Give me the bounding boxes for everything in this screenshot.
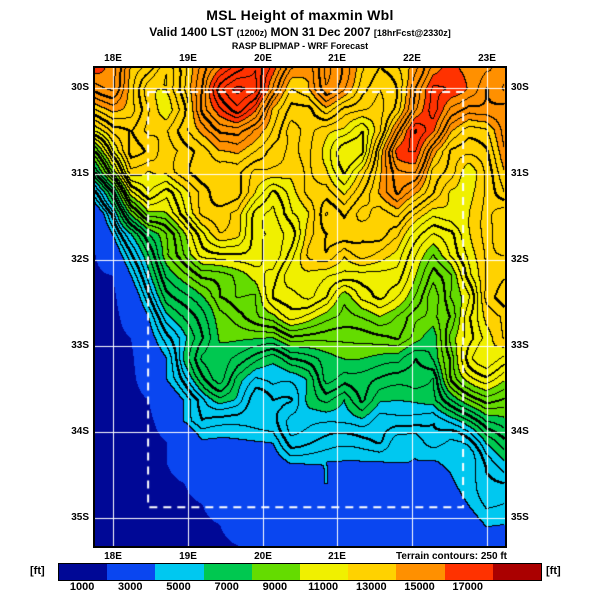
tick-top-23E: 23E	[478, 53, 496, 64]
colorbar-label-5000: 5000	[166, 581, 191, 593]
tick-right-34S: 34S	[511, 426, 529, 437]
tick-right-33S: 33S	[511, 340, 529, 351]
colorbar-segment-7	[396, 564, 445, 580]
map-canvas	[95, 68, 505, 546]
tick-left-31S: 31S	[71, 168, 89, 179]
colorbar-label-7000: 7000	[214, 581, 239, 593]
tick-left-33S: 33S	[71, 340, 89, 351]
colorbar-label-13000: 13000	[356, 581, 387, 593]
tick-bottom-18E: 18E	[104, 551, 122, 562]
tick-left-34S: 34S	[71, 426, 89, 437]
colorbar-label-9000: 9000	[262, 581, 288, 593]
page-title: MSL Height of maxmin Wbl	[206, 7, 394, 23]
model-line: RASP BLIPMAP - WRF Forecast	[231, 41, 369, 51]
colorbar-label-1000: 1000	[69, 581, 95, 593]
colorbar-segment-8	[444, 564, 493, 580]
tick-right-35S: 35S	[511, 512, 529, 523]
colorbar-segment-1	[107, 564, 156, 580]
tick-right-31S: 31S	[511, 168, 529, 179]
colorbar-label-11000: 11000	[308, 581, 339, 593]
colorbar-label-17000: 17000	[452, 581, 483, 593]
colorbar-unit-left: [ft]	[30, 565, 45, 577]
forecast-init-note: [18hrFcst@2330z]	[373, 28, 451, 38]
tick-left-30S: 30S	[71, 82, 89, 93]
tick-top-18E: 18E	[104, 53, 122, 64]
colorbar-segment-4	[251, 564, 301, 580]
colorbar-segment-9	[492, 564, 542, 580]
tick-right-32S: 32S	[511, 254, 529, 265]
tick-left-35S: 35S	[71, 512, 89, 523]
colorbar	[58, 563, 542, 581]
valid-prefix: Valid 1400 LST	[149, 25, 234, 39]
tick-top-21E: 21E	[328, 53, 346, 64]
tick-bottom-21E: 21E	[328, 551, 346, 562]
tick-bottom-19E: 19E	[179, 551, 197, 562]
colorbar-segment-6	[348, 564, 397, 580]
tick-right-30S: 30S	[511, 82, 529, 93]
tick-top-22E: 22E	[403, 53, 421, 64]
tick-top-20E: 20E	[254, 53, 272, 64]
colorbar-segment-5	[300, 564, 349, 580]
colorbar-label-15000: 15000	[404, 581, 435, 593]
tick-left-32S: 32S	[71, 254, 89, 265]
valid-date: MON 31 Dec 2007	[270, 25, 371, 39]
colorbar-segment-2	[155, 564, 204, 580]
colorbar-label-3000: 3000	[118, 581, 143, 593]
colorbar-unit-right: [ft]	[546, 565, 561, 577]
colorbar-segment-3	[203, 564, 252, 580]
tick-bottom-20E: 20E	[254, 551, 272, 562]
tick-top-19E: 19E	[179, 53, 197, 64]
valid-time-line: Valid 1400 LST (1200z) MON 31 Dec 2007 […	[0, 25, 600, 39]
terrain-contours-note: Terrain contours: 250 ft	[396, 551, 507, 562]
valid-zulu-time: (1200z)	[236, 28, 268, 38]
map-frame	[93, 66, 507, 548]
colorbar-segment-0	[59, 564, 108, 580]
